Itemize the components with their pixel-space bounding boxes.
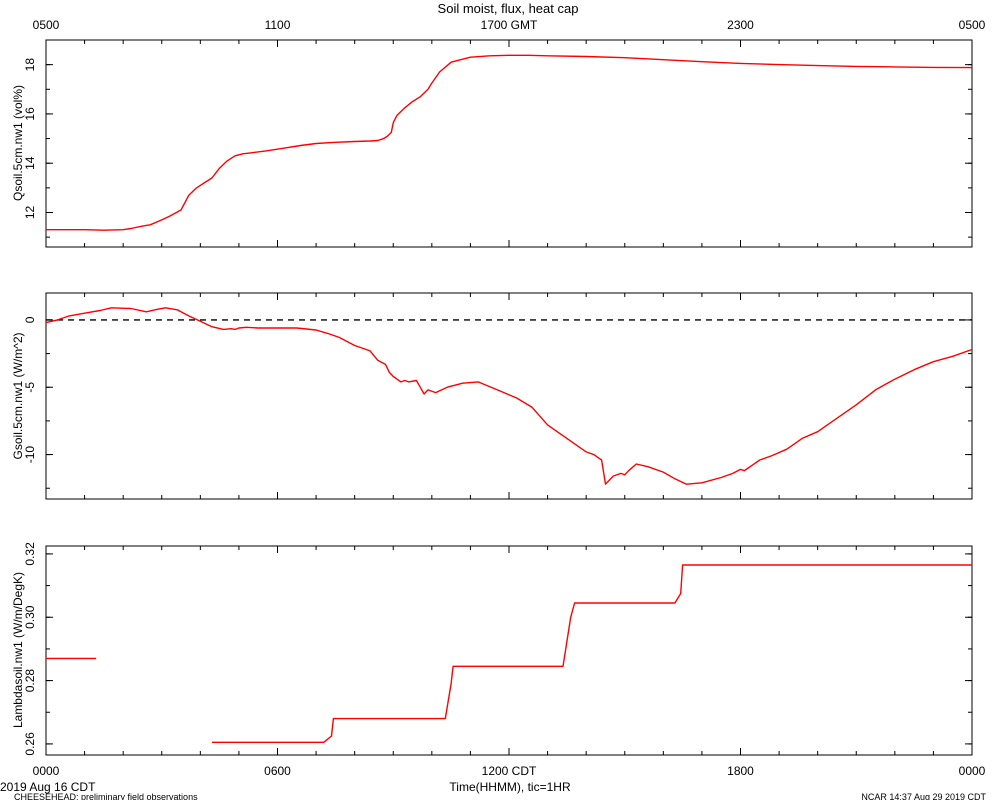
top-tick-label: 1100 — [265, 18, 291, 32]
chart-title: Soil moist, flux, heat cap — [438, 1, 579, 16]
y-tick-label: 0.26 — [23, 732, 37, 756]
series-line — [45, 307, 973, 485]
top-tick-label: 2300 — [727, 18, 754, 32]
series-line — [46, 54, 973, 231]
soil-heat-flux-panel: Gsoil.5cm.nw1 (W/m^2) 0 -5 -10 — [11, 292, 973, 500]
top-tick-label: 0500 — [33, 18, 60, 32]
panel-frame — [45, 545, 973, 756]
panel-ticks: 0.26 0.28 0.30 0.32 — [23, 542, 973, 756]
y-axis-label: Lambdasoil.nw1 (W/m/DegK) — [11, 572, 25, 728]
y-tick-label: 18 — [23, 58, 37, 72]
y-tick-label: 16 — [23, 107, 37, 121]
panel-series — [46, 564, 972, 743]
y-tick-label: 0.30 — [23, 605, 37, 629]
panel-series — [45, 307, 973, 485]
date-label: 2019 Aug 16 CDT — [0, 780, 96, 794]
panel-ticks: 12 14 16 18 — [23, 39, 973, 247]
panel-ticks: 0 -5 -10 — [23, 293, 973, 499]
panel-frame — [45, 292, 973, 500]
panel-series — [46, 54, 973, 231]
bottom-tick-label: 0600 — [264, 764, 291, 778]
bottom-tick-label: 1800 — [727, 764, 754, 778]
y-axis-label: Gsoil.5cm.nw1 (W/m^2) — [11, 333, 25, 460]
y-tick-label: -5 — [23, 382, 37, 393]
series-line — [211, 564, 972, 743]
panel-frame — [45, 39, 973, 248]
soil-moisture-panel: Qsoil.5cm.nw1 (vol%) 12 14 16 18 — [11, 39, 973, 248]
y-tick-label: 14 — [23, 156, 37, 170]
footer-left: CHEESEHEAD: preliminary field observatio… — [14, 792, 198, 800]
bottom-tick-label: 1200 CDT — [482, 764, 537, 778]
y-tick-label: 0.28 — [23, 669, 37, 693]
y-tick-label: 12 — [23, 206, 37, 220]
y-axis-label: Qsoil.5cm.nw1 (vol%) — [11, 85, 25, 201]
y-tick-label: 0.32 — [23, 542, 37, 566]
top-tick-label: 0500 — [959, 18, 986, 32]
footer-right: NCAR 14:37 Aug 29 2019 CDT — [861, 792, 986, 800]
thermal-conductivity-panel: Lambdasoil.nw1 (W/m/DegK) 0.260.280.300.… — [11, 542, 973, 756]
top-tick-label: 1700 GMT — [481, 18, 538, 32]
bottom-tick-label: 0000 — [959, 764, 986, 778]
y-tick-label: -10 — [23, 446, 37, 464]
bottom-tick-label: 0000 — [33, 764, 60, 778]
top-time-axis: 0500 1100 1700 GMT 2300 0500 — [33, 18, 986, 32]
bottom-time-axis: 0000 0600 1200 CDT 1800 0000 — [33, 764, 986, 778]
y-tick-label: 0 — [23, 316, 37, 323]
x-axis-label: Time(HHMM), tic=1HR — [449, 780, 571, 794]
